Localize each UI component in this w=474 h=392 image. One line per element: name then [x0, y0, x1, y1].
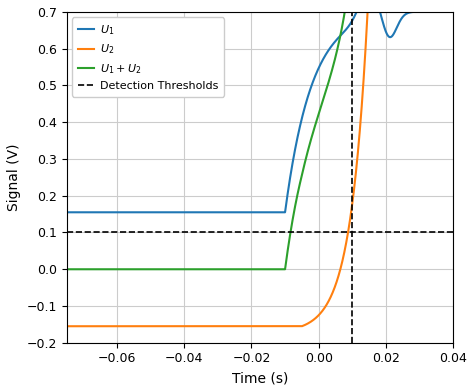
$U_2$	[352, 178, 358, 183]
$U_2$	[134, 324, 140, 328]
$U_2$	[211, 324, 217, 328]
$U_1$	[450, 8, 456, 13]
$U_1 + U_2$	[211, 267, 217, 272]
$U_1 + U_2$	[64, 267, 70, 272]
X-axis label: Time (s): Time (s)	[232, 371, 288, 385]
$U_1$	[134, 210, 140, 215]
$U_1$	[296, 131, 301, 136]
$U_1 + U_2$	[134, 267, 140, 272]
$U_1$	[315, 67, 321, 72]
$U_2$	[315, 314, 321, 318]
Line: $U_2$: $U_2$	[67, 0, 453, 326]
$U_2$	[296, 324, 301, 328]
Y-axis label: Signal (V): Signal (V)	[7, 143, 21, 211]
Line: $U_1 + U_2$: $U_1 + U_2$	[67, 0, 453, 269]
$U_1$	[64, 210, 70, 215]
$U_1 + U_2$	[296, 188, 301, 192]
$U_1$	[352, 13, 358, 18]
Line: $U_1$: $U_1$	[67, 0, 453, 212]
$U_1$	[382, 25, 387, 30]
Legend: $U_1$, $U_2$, $U_1 + U_2$, Detection Thresholds: $U_1$, $U_2$, $U_1 + U_2$, Detection Thr…	[72, 18, 224, 97]
$U_1$	[211, 210, 217, 215]
$U_2$	[64, 324, 70, 328]
$U_1 + U_2$	[315, 114, 321, 119]
